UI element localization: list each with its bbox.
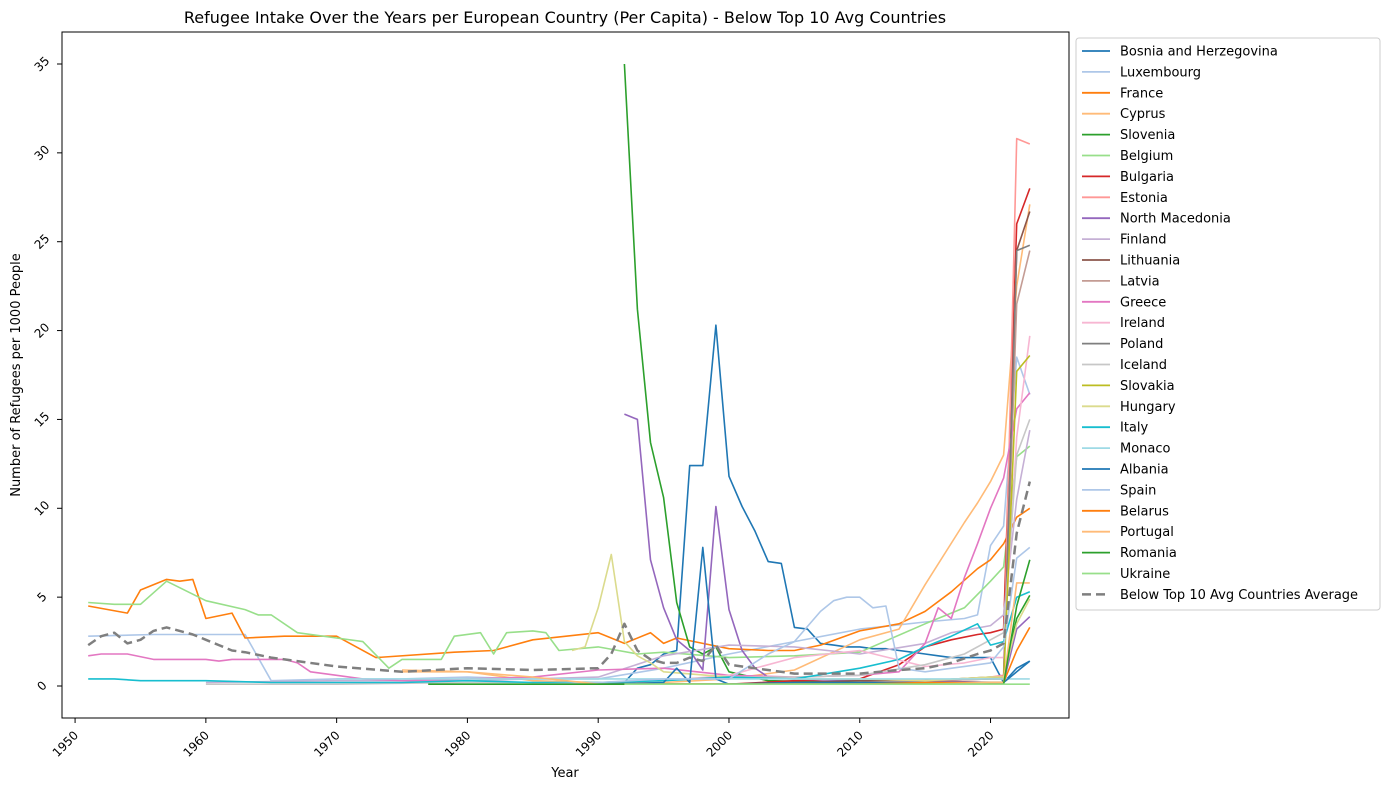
series-line-10 <box>624 211 1031 686</box>
x-tick-label-4: 1990 <box>573 728 604 759</box>
series-line-15 <box>205 419 1031 686</box>
series-line-17 <box>571 553 1031 682</box>
legend-label-3: Cyprus <box>1120 107 1166 122</box>
legend-label-20: Albania <box>1120 463 1169 478</box>
x-tick-label-5: 2000 <box>704 728 735 759</box>
legend-label-23: Portugal <box>1120 525 1174 540</box>
legend-label-0: Bosnia and Herzegovina <box>1120 45 1278 60</box>
series-line-21 <box>532 546 1031 685</box>
x-axis: 1950 1960 1970 1980 1990 2000 2010 2020 <box>50 718 997 760</box>
legend-label-24: Romania <box>1120 546 1177 561</box>
plot-area <box>87 63 1032 686</box>
series-line-6 <box>624 188 1031 686</box>
y-tick-label-1: 5 <box>34 589 49 604</box>
legend-label-18: Italy <box>1120 421 1149 436</box>
x-tick-label-6: 2010 <box>834 728 865 759</box>
series-line-4 <box>623 63 1031 684</box>
series-line-5 <box>88 445 1031 670</box>
x-axis-label: Year <box>550 766 579 781</box>
series-line-14 <box>624 244 1031 686</box>
y-axis-label: Number of Refugees per 1000 People <box>9 253 24 497</box>
series-line-26 <box>87 481 1032 675</box>
legend-label-8: North Macedonia <box>1120 212 1231 227</box>
y-tick-label-2: 10 <box>32 498 53 519</box>
x-tick-label-2: 1970 <box>311 728 342 759</box>
x-tick-label-1: 1960 <box>180 728 211 759</box>
legend-label-2: France <box>1120 86 1163 101</box>
legend-label-22: Belarus <box>1120 504 1169 519</box>
x-tick-label-3: 1980 <box>442 728 473 759</box>
legend-label-14: Poland <box>1120 337 1163 352</box>
legend-box <box>1075 37 1381 611</box>
y-tick-label-3: 15 <box>32 409 53 430</box>
x-tick-label-7: 2020 <box>965 728 996 759</box>
legend: Bosnia and Herzegovina Luxembourg France Cy… <box>1075 37 1381 611</box>
legend-label-9: Finland <box>1120 233 1166 248</box>
y-axis: 0 5 10 15 20 25 30 35 <box>32 54 62 694</box>
legend-label-17: Hungary <box>1120 400 1176 415</box>
x-tick-label-0: 1950 <box>50 728 81 759</box>
legend-label-19: Monaco <box>1120 442 1171 457</box>
legend-label-4: Slovenia <box>1120 128 1175 143</box>
legend-label-12: Greece <box>1120 295 1166 310</box>
legend-label-13: Ireland <box>1120 316 1165 331</box>
y-tick-label-4: 20 <box>32 320 53 341</box>
y-tick-label-7: 35 <box>32 54 53 75</box>
legend-label-6: Bulgaria <box>1120 170 1174 185</box>
legend-label-10: Lithuania <box>1120 254 1180 269</box>
legend-label-26: Below Top 10 Avg Countries Average <box>1120 588 1358 603</box>
series-line-0 <box>623 324 1031 684</box>
chart-title: Refugee Intake Over the Years per Europe… <box>184 8 946 27</box>
legend-label-11: Latvia <box>1120 274 1160 289</box>
series-line-3 <box>401 204 1031 684</box>
y-tick-label-6: 30 <box>32 142 53 163</box>
y-tick-label-0: 0 <box>34 678 49 693</box>
legend-label-7: Estonia <box>1120 191 1168 206</box>
plot-frame <box>61 31 1070 719</box>
legend-label-5: Belgium <box>1120 149 1173 164</box>
series-line-2 <box>88 507 1031 659</box>
legend-label-16: Slovakia <box>1120 379 1175 394</box>
legend-label-25: Ukraine <box>1120 567 1170 582</box>
legend-label-1: Luxembourg <box>1120 65 1201 80</box>
legend-label-21: Spain <box>1120 483 1156 498</box>
series-line-11 <box>624 250 1031 686</box>
legend-label-15: Iceland <box>1120 358 1167 373</box>
y-tick-label-5: 25 <box>32 231 53 252</box>
series-line-9 <box>205 429 1031 684</box>
